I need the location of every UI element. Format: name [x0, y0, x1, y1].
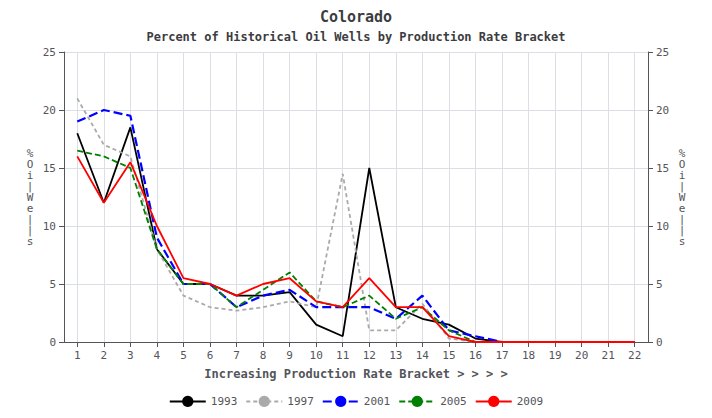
svg-text:10: 10 [310, 349, 323, 362]
svg-text:e: e [26, 201, 34, 215]
svg-text:15: 15 [43, 162, 56, 175]
svg-text:5: 5 [656, 278, 663, 291]
svg-text:16: 16 [469, 349, 482, 362]
svg-text:0: 0 [656, 336, 663, 349]
svg-text:7: 7 [233, 349, 240, 362]
svg-text:9: 9 [286, 349, 293, 362]
svg-text:8: 8 [260, 349, 267, 362]
svg-text:21: 21 [602, 349, 615, 362]
svg-text:Colorado: Colorado [320, 8, 392, 26]
svg-text:14: 14 [416, 349, 430, 362]
svg-text:Percent of Historical Oil Well: Percent of Historical Oil Wells by Produ… [146, 30, 565, 44]
svg-text:5: 5 [49, 278, 56, 291]
svg-text:20: 20 [656, 104, 669, 117]
svg-text:22: 22 [628, 349, 641, 362]
svg-text:25: 25 [43, 46, 56, 59]
svg-text:W: W [26, 190, 34, 204]
svg-text:3: 3 [127, 349, 134, 362]
svg-text:2: 2 [101, 349, 108, 362]
svg-text:10: 10 [656, 220, 669, 233]
svg-text:15: 15 [442, 349, 455, 362]
svg-text:1993: 1993 [211, 395, 238, 408]
svg-text:e: e [678, 201, 686, 215]
svg-text:2009: 2009 [517, 395, 544, 408]
svg-text:2005: 2005 [440, 395, 467, 408]
svg-text:13: 13 [389, 349, 402, 362]
svg-text:12: 12 [363, 349, 376, 362]
svg-text:1: 1 [74, 349, 81, 362]
svg-text:17: 17 [495, 349, 508, 362]
svg-text:i: i [678, 168, 686, 182]
svg-text:2001: 2001 [364, 395, 391, 408]
svg-text:10: 10 [43, 220, 56, 233]
svg-text:5: 5 [180, 349, 187, 362]
svg-text:s: s [679, 235, 686, 248]
svg-text:O: O [26, 157, 34, 171]
svg-text:4: 4 [154, 349, 161, 362]
svg-text:19: 19 [548, 349, 561, 362]
svg-text:Increasing Production Rate Bra: Increasing Production Rate Bracket > > >… [204, 367, 507, 381]
svg-text:11: 11 [336, 349, 349, 362]
svg-text:15: 15 [656, 162, 669, 175]
svg-text:18: 18 [522, 349, 535, 362]
svg-text:1997: 1997 [287, 395, 314, 408]
svg-text:W: W [678, 190, 686, 204]
svg-text:i: i [26, 168, 34, 182]
svg-text:6: 6 [207, 349, 214, 362]
svg-text:0: 0 [49, 336, 56, 349]
svg-text:20: 20 [43, 104, 56, 117]
svg-text:25: 25 [656, 46, 669, 59]
svg-text:s: s [27, 235, 34, 248]
svg-text:20: 20 [575, 349, 588, 362]
svg-text:O: O [678, 157, 686, 171]
